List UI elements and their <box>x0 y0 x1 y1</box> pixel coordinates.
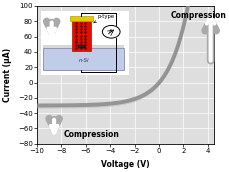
Text: Compression: Compression <box>170 11 226 20</box>
X-axis label: Voltage (V): Voltage (V) <box>101 159 149 169</box>
Text: Compression: Compression <box>64 130 119 139</box>
Y-axis label: Current (μA): Current (μA) <box>3 48 12 102</box>
